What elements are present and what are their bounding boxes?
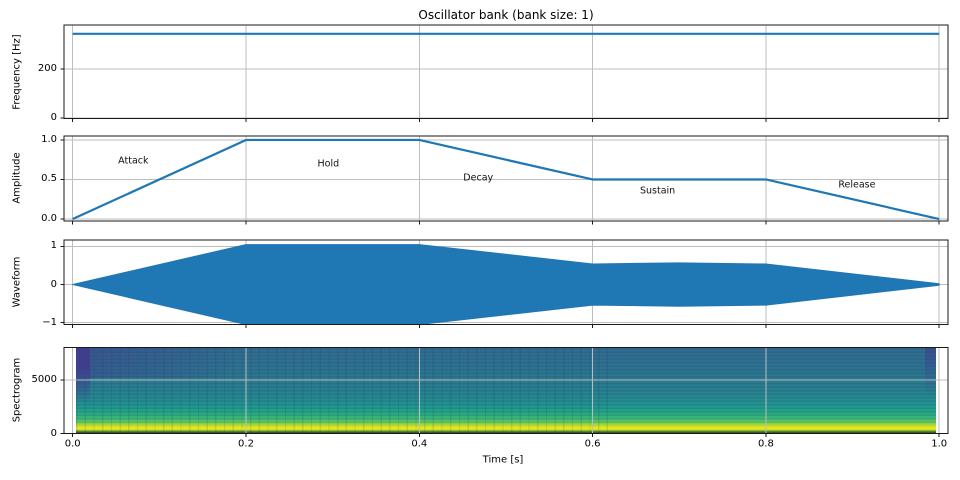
ytick-label: 1.0 [0, 134, 57, 146]
xtick-label: 0.2 [238, 439, 254, 450]
xaxis-label: Time [s] [483, 455, 524, 466]
panel-border-amplitude-envelope [64, 136, 948, 221]
ytick-label: 0 [0, 279, 57, 291]
annotation-hold: Hold [317, 158, 339, 169]
ytick-label: 5000 [0, 374, 57, 386]
ytick-label: −1 [0, 317, 57, 329]
spectrogram-heatmap [76, 348, 936, 433]
ytick-label: 0.0 [0, 213, 57, 225]
spectrogram-artifact-left-column [76, 348, 90, 404]
ytick-label: 0 [0, 428, 57, 440]
waveform-area [73, 245, 940, 325]
ytick-label: 200 [0, 63, 57, 75]
annotation-attack: Attack [118, 155, 148, 166]
spectrogram-artifact-top-right [925, 348, 936, 396]
figure-title: Oscillator bank (bank size: 1) [418, 8, 593, 22]
annotation-sustain: Sustain [640, 186, 675, 197]
xtick-label: 1.0 [931, 439, 947, 450]
xtick-label: 0.6 [585, 439, 601, 450]
panel-border-waveform [64, 240, 948, 325]
ytick-label: 0 [0, 112, 57, 124]
ytick-label: 1 [0, 240, 57, 252]
ylabel-spectrogram: Spectrogram [12, 358, 23, 423]
xtick-label: 0.0 [65, 439, 81, 450]
oscillator-figure: Oscillator bank (bank size: 1) Frequency… [0, 0, 960, 480]
panel-border-frequency [64, 25, 948, 119]
xtick-label: 0.4 [411, 439, 427, 450]
adsr-envelope-line [73, 140, 940, 219]
ytick-label: 0.5 [0, 173, 57, 185]
spectrogram-artifact-top-left [89, 348, 229, 378]
annotation-decay: Decay [463, 172, 493, 183]
annotation-release: Release [838, 180, 875, 191]
xtick-label: 0.8 [758, 439, 774, 450]
